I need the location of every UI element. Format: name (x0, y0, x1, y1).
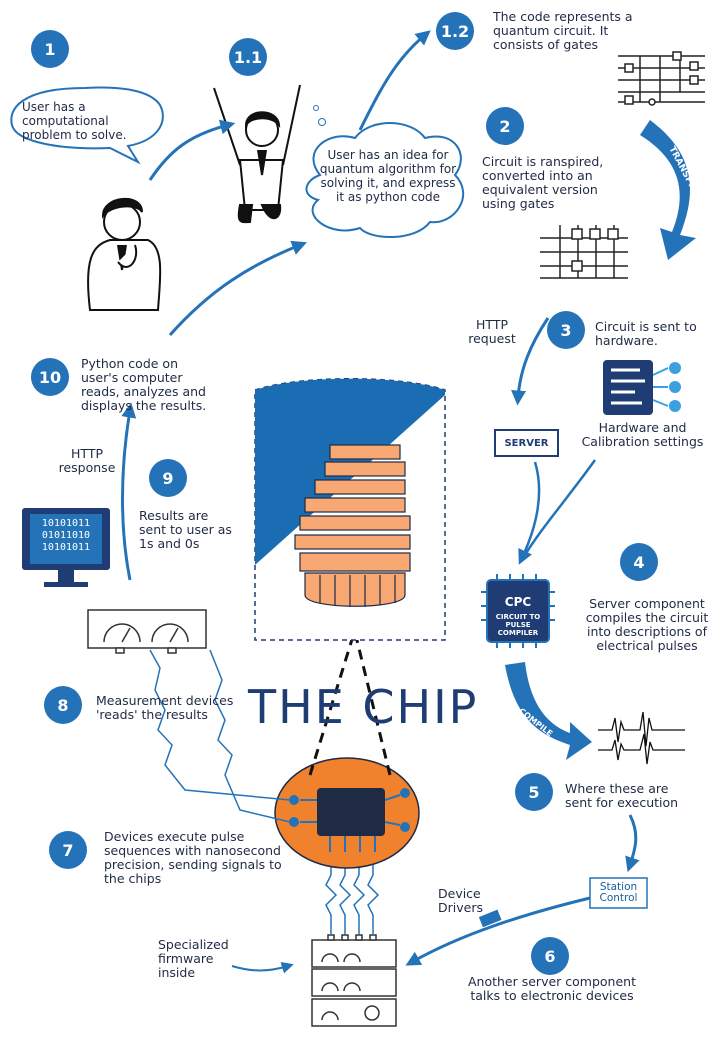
step-badge-1.2: 1.2 (436, 12, 474, 50)
binary-line: 01011010 (41, 530, 91, 541)
step-badge-1: 1 (31, 30, 69, 68)
chip-die (317, 788, 385, 836)
cheering-user-figure (213, 84, 301, 224)
device-driver-block (478, 909, 502, 928)
arrow-device-drivers (405, 896, 591, 966)
step-badge-3: 3 (547, 311, 585, 349)
station-control-label: Station Control (599, 881, 638, 904)
compile-arrow (505, 662, 592, 760)
quantum-circuit-icon (618, 51, 705, 106)
step-badge-4: 4 (620, 543, 658, 581)
binary-readout: 10101011 01011010 10101011 (30, 518, 102, 554)
step-text-3: Circuit is sent to hardware. (595, 319, 697, 348)
http-response-label: HTTP response (58, 446, 116, 475)
arrow-http-request (511, 317, 550, 406)
cpc-chip-icon (481, 574, 555, 648)
station-control-box (589, 877, 648, 909)
binary-line: 10101011 (41, 542, 91, 553)
step-text-1: User has a computational problem to solv… (22, 100, 127, 142)
thought-cloud (305, 122, 465, 238)
server-box (494, 429, 559, 457)
the-chip-title: THE CHIP (248, 680, 479, 734)
arrow-to-station-control (625, 814, 640, 873)
speech-bubble-problem (10, 86, 164, 165)
step-text-7: Devices execute pulse sequences with nan… (104, 829, 282, 886)
monitor-icon (22, 508, 110, 587)
step-text-6: Another server component talks to electr… (467, 974, 636, 1003)
step-badge-1.1: 1.1 (229, 38, 267, 76)
step-badge-10: 10 (31, 358, 69, 396)
server-label: SERVER (504, 437, 549, 449)
electronic-devices-rack (311, 934, 397, 1027)
firmware-label: Specialized firmware inside (158, 937, 229, 980)
arrow-firmware (231, 961, 294, 974)
cpc-title: CPC (504, 594, 532, 609)
cpc-subtitle: CIRCUIT TO PULSE COMPILER (495, 613, 541, 637)
step-text-5: Where these are sent for execution (565, 781, 679, 810)
step-text-10: Python code on user's computer reads, an… (81, 356, 207, 413)
arrow-1-to-1.1 (148, 119, 236, 181)
binary-line: 10101011 (41, 518, 91, 529)
cryostat-illustration (254, 378, 446, 641)
transpile-arrow (640, 120, 696, 260)
step-text-2: Circuit is ranspired, converted into an … (482, 154, 604, 211)
step-text-1.2: The code represents a quantum circuit. I… (493, 9, 633, 52)
arrow-http-response (121, 402, 137, 581)
step-badge-9: 9 (149, 459, 187, 497)
device-drivers-label: Device Drivers (438, 886, 483, 915)
arrow-server-to-cpc (518, 461, 541, 565)
arrow-settings-to-cpc (523, 459, 597, 556)
step-text-4: Server component compiles the circuit in… (585, 596, 709, 653)
step-badge-6: 6 (531, 937, 569, 975)
step-text-1.1: User has an idea for quantum algorithm f… (319, 148, 457, 204)
step-text-9: Results are sent to user as 1s and 0s (139, 508, 232, 551)
step-badge-8: 8 (44, 686, 82, 724)
step-text-8: Measurement devices 'reads' the results (96, 693, 234, 722)
measurement-signal-lines (149, 649, 291, 823)
pulse-signal-lines (325, 855, 380, 935)
step-badge-5: 5 (515, 773, 553, 811)
hardware-settings-icon (603, 360, 681, 415)
arrow-1.1-to-1.2 (358, 30, 431, 131)
http-request-label: HTTP request (468, 317, 516, 346)
step-badge-7: 7 (49, 831, 87, 869)
transpiled-circuit-icon (540, 225, 628, 279)
pulse-wave-icon (598, 711, 685, 765)
thinking-user-figure (87, 197, 162, 311)
step-badge-2: 2 (486, 107, 524, 145)
measurement-devices-box (87, 609, 207, 654)
hardware-settings-label: Hardware and Calibration settings (581, 420, 704, 449)
arrow-10-to-1.1 (168, 240, 307, 336)
